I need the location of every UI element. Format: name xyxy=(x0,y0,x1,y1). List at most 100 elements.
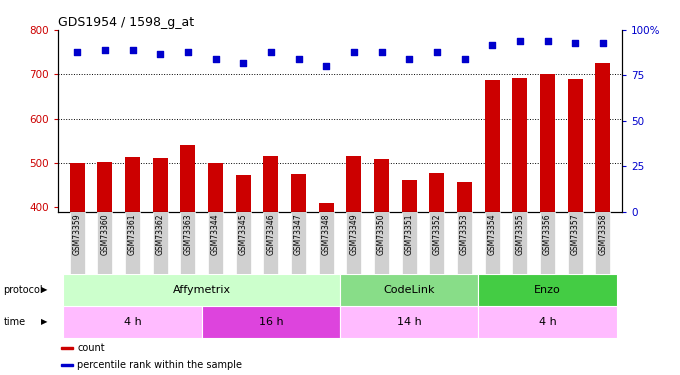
Point xyxy=(459,56,470,62)
Text: GSM73344: GSM73344 xyxy=(211,214,220,255)
FancyBboxPatch shape xyxy=(540,212,555,274)
Bar xyxy=(69,163,85,212)
Text: GSM73355: GSM73355 xyxy=(515,214,524,255)
Point xyxy=(431,49,442,55)
Text: GSM73357: GSM73357 xyxy=(571,214,579,255)
Text: GSM73349: GSM73349 xyxy=(350,214,358,255)
Point xyxy=(293,56,304,62)
Bar xyxy=(346,156,362,212)
Text: GSM73350: GSM73350 xyxy=(377,214,386,255)
FancyBboxPatch shape xyxy=(291,212,306,274)
Bar xyxy=(61,347,73,349)
Text: GSM73353: GSM73353 xyxy=(460,214,469,255)
FancyBboxPatch shape xyxy=(318,212,334,274)
Bar xyxy=(318,203,334,212)
Point xyxy=(404,56,415,62)
Point xyxy=(570,40,581,46)
Text: ▶: ▶ xyxy=(41,285,48,294)
FancyBboxPatch shape xyxy=(63,274,340,306)
Bar xyxy=(152,158,168,212)
Bar xyxy=(457,182,472,212)
Bar xyxy=(291,174,306,212)
Bar xyxy=(61,364,73,366)
FancyBboxPatch shape xyxy=(512,212,528,274)
FancyBboxPatch shape xyxy=(208,212,223,274)
Point xyxy=(321,63,332,69)
Text: GSM73354: GSM73354 xyxy=(488,214,496,255)
FancyBboxPatch shape xyxy=(402,212,417,274)
Bar xyxy=(180,146,195,212)
FancyBboxPatch shape xyxy=(340,306,478,338)
Point xyxy=(155,51,166,57)
Point xyxy=(376,49,387,55)
Text: GSM73347: GSM73347 xyxy=(294,214,303,255)
Point xyxy=(265,49,276,55)
Bar xyxy=(235,175,251,212)
Bar xyxy=(208,163,223,212)
FancyBboxPatch shape xyxy=(125,212,140,274)
Text: 4 h: 4 h xyxy=(539,316,556,327)
Bar xyxy=(97,162,112,212)
Point xyxy=(182,49,193,55)
Text: GSM73359: GSM73359 xyxy=(73,214,82,255)
Point xyxy=(238,60,249,66)
Bar xyxy=(374,159,389,212)
Point xyxy=(71,49,82,55)
Bar xyxy=(540,74,555,212)
Bar xyxy=(402,180,417,212)
FancyBboxPatch shape xyxy=(263,212,278,274)
Point xyxy=(514,38,525,44)
FancyBboxPatch shape xyxy=(63,306,202,338)
Bar xyxy=(485,80,500,212)
FancyBboxPatch shape xyxy=(69,212,85,274)
Text: GSM73352: GSM73352 xyxy=(432,214,441,255)
Text: GSM73362: GSM73362 xyxy=(156,214,165,255)
Text: time: time xyxy=(3,316,26,327)
Text: GSM73361: GSM73361 xyxy=(128,214,137,255)
Text: GSM73356: GSM73356 xyxy=(543,214,552,255)
FancyBboxPatch shape xyxy=(485,212,500,274)
Point xyxy=(542,38,553,44)
Text: GSM73363: GSM73363 xyxy=(184,214,192,255)
Point xyxy=(127,47,138,53)
Text: GSM73360: GSM73360 xyxy=(101,214,109,255)
Text: CodeLink: CodeLink xyxy=(384,285,435,295)
Bar xyxy=(595,63,611,212)
FancyBboxPatch shape xyxy=(152,212,168,274)
Text: ▶: ▶ xyxy=(41,317,48,326)
Bar xyxy=(512,78,528,212)
Bar xyxy=(568,79,583,212)
FancyBboxPatch shape xyxy=(97,212,112,274)
FancyBboxPatch shape xyxy=(202,306,340,338)
Bar xyxy=(263,156,278,212)
Text: GSM73346: GSM73346 xyxy=(267,214,275,255)
Point xyxy=(210,56,221,62)
FancyBboxPatch shape xyxy=(595,212,611,274)
FancyBboxPatch shape xyxy=(340,274,478,306)
Text: Affymetrix: Affymetrix xyxy=(173,285,231,295)
Text: 4 h: 4 h xyxy=(124,316,141,327)
FancyBboxPatch shape xyxy=(457,212,472,274)
Point xyxy=(598,40,609,46)
Text: GDS1954 / 1598_g_at: GDS1954 / 1598_g_at xyxy=(58,16,194,29)
Text: 14 h: 14 h xyxy=(397,316,422,327)
Text: count: count xyxy=(78,343,105,353)
Text: GSM73345: GSM73345 xyxy=(239,214,248,255)
Point xyxy=(348,49,359,55)
FancyBboxPatch shape xyxy=(235,212,251,274)
Bar xyxy=(125,158,140,212)
Text: Enzo: Enzo xyxy=(534,285,561,295)
Bar xyxy=(429,173,445,212)
FancyBboxPatch shape xyxy=(374,212,389,274)
Text: 16 h: 16 h xyxy=(258,316,283,327)
Text: protocol: protocol xyxy=(3,285,43,295)
FancyBboxPatch shape xyxy=(429,212,445,274)
Point xyxy=(487,42,498,48)
FancyBboxPatch shape xyxy=(180,212,195,274)
FancyBboxPatch shape xyxy=(478,274,617,306)
Text: GSM73351: GSM73351 xyxy=(405,214,413,255)
Point xyxy=(99,47,110,53)
FancyBboxPatch shape xyxy=(478,306,617,338)
FancyBboxPatch shape xyxy=(346,212,362,274)
Text: GSM73358: GSM73358 xyxy=(598,214,607,255)
